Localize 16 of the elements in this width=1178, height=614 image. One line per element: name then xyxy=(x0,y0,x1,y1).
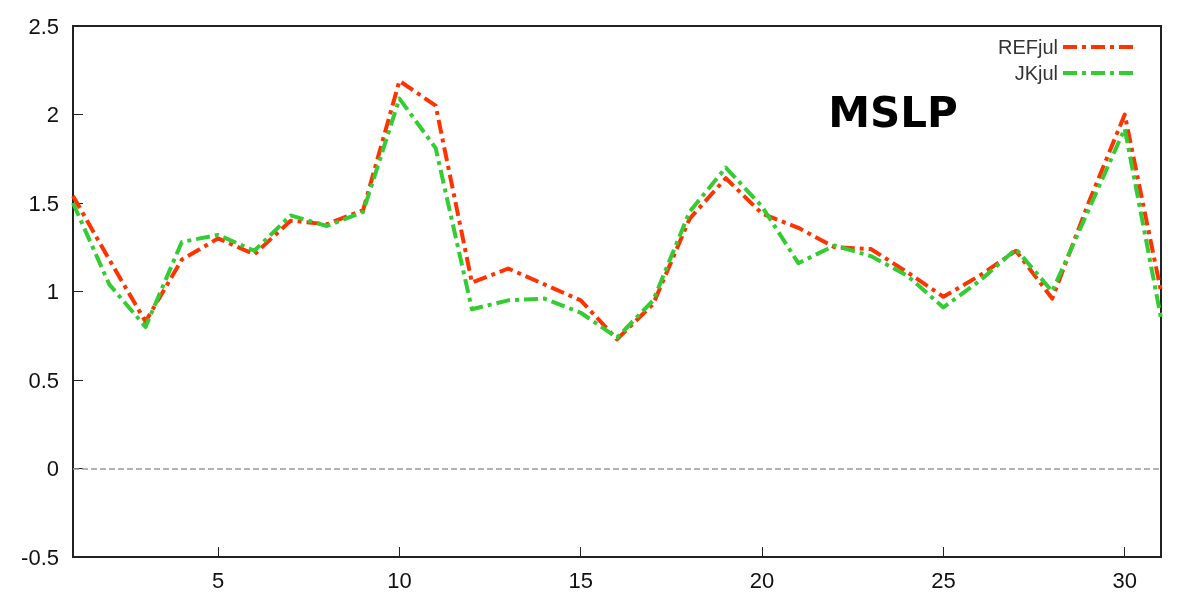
x-tick-label: 10 xyxy=(387,567,412,593)
x-tick-label: 30 xyxy=(1112,567,1137,593)
legend-label: REFjul xyxy=(997,36,1058,58)
x-tick-label: 20 xyxy=(749,567,775,593)
y-tick-label: 1 xyxy=(46,279,59,304)
y-tick-label: 2 xyxy=(46,102,59,127)
text: MSLP xyxy=(828,87,958,137)
x-tick-label: 25 xyxy=(931,567,956,593)
legend-label: JKjul xyxy=(1014,62,1058,84)
y-tick-label: 2.5 xyxy=(28,13,59,39)
y-tick-label: -0.5 xyxy=(21,544,59,570)
x-tick-label: 5 xyxy=(211,567,225,593)
x-tick-label: 15 xyxy=(568,567,593,593)
y-tick-label: 0 xyxy=(46,456,59,481)
y-tick-label: 0.5 xyxy=(28,367,59,393)
y-tick-label: 1.5 xyxy=(28,190,59,216)
